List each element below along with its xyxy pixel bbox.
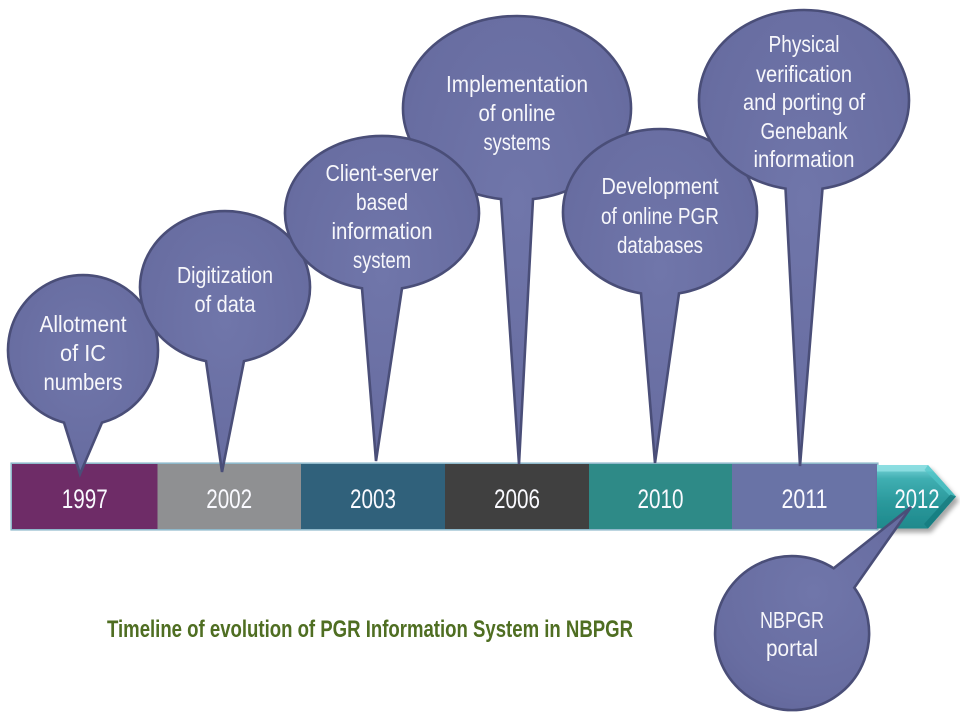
- svg-text:system: system: [353, 247, 411, 273]
- svg-text:Genebank: Genebank: [761, 118, 848, 144]
- svg-text:Development: Development: [602, 173, 720, 199]
- svg-text:Physical: Physical: [769, 31, 840, 57]
- svg-text:2012: 2012: [895, 484, 940, 514]
- svg-text:NBPGR: NBPGR: [760, 607, 824, 633]
- svg-text:of online: of online: [479, 100, 556, 126]
- svg-text:Digitization: Digitization: [177, 262, 273, 288]
- svg-text:Client-server: Client-server: [326, 160, 439, 186]
- svg-text:databases: databases: [617, 232, 703, 258]
- svg-text:verification: verification: [756, 61, 852, 87]
- svg-text:information: information: [754, 146, 855, 172]
- svg-text:of IC: of IC: [60, 340, 106, 366]
- svg-text:systems: systems: [484, 129, 551, 155]
- svg-text:information: information: [332, 218, 433, 244]
- svg-text:Timeline of evolution of PGR I: Timeline of evolution of PGR Information…: [107, 616, 633, 643]
- svg-text:2002: 2002: [206, 484, 252, 514]
- svg-text:of data: of data: [195, 291, 256, 317]
- svg-text:2011: 2011: [782, 484, 828, 514]
- svg-text:2006: 2006: [494, 484, 540, 514]
- svg-text:of online PGR: of online PGR: [601, 203, 719, 229]
- svg-text:1997: 1997: [62, 484, 108, 514]
- svg-text:and porting of: and porting of: [743, 89, 866, 115]
- svg-text:Allotment: Allotment: [40, 311, 128, 337]
- svg-text:2003: 2003: [350, 484, 396, 514]
- svg-text:portal: portal: [766, 635, 818, 661]
- svg-text:based: based: [356, 189, 408, 215]
- svg-text:Implementation: Implementation: [446, 71, 588, 97]
- svg-text:numbers: numbers: [44, 369, 123, 395]
- svg-text:2010: 2010: [638, 484, 684, 514]
